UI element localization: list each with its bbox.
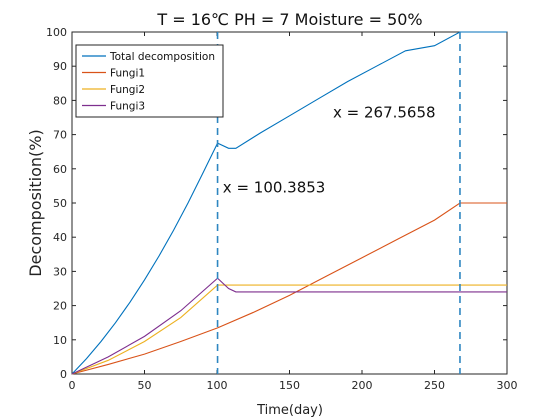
y-tick-label: 10: [53, 334, 67, 347]
legend-label: Fungi1: [110, 68, 145, 80]
annotation-2: x = 267.5658: [333, 104, 436, 122]
x-tick-label: 200: [352, 379, 373, 392]
series-line-3: [71, 284, 507, 375]
y-tick-label: 80: [53, 94, 67, 107]
series-line-4: [71, 277, 507, 375]
chart-title: T = 16℃ PH = 7 Moisture = 50%: [156, 10, 422, 29]
y-tick-label: 30: [53, 265, 67, 278]
y-tick-label: 70: [53, 129, 67, 142]
y-tick-label: 90: [53, 60, 67, 73]
x-tick-label: 50: [138, 379, 152, 392]
plot-area: 0 50 100 150 200 250 300 0 10 20 30 40 50 60 70 80 90 100…: [46, 26, 518, 392]
x-tick-label: 250: [424, 379, 445, 392]
y-tick-label: 60: [53, 163, 67, 176]
y-tick-label: 50: [53, 197, 67, 210]
legend-label: Fungi3: [110, 101, 145, 113]
y-tick-label: 20: [53, 300, 67, 313]
series-line-1: [71, 31, 507, 375]
legend: Total decomposition Fungi1 Fungi2 Fungi3: [75, 44, 224, 118]
legend-label: Fungi2: [110, 84, 145, 96]
series-line-2: [71, 202, 507, 375]
x-tick-label: 0: [69, 379, 76, 392]
y-tick-label: 0: [60, 368, 67, 381]
legend-label: Total decomposition: [109, 51, 215, 63]
x-tick-label: 300: [497, 379, 518, 392]
x-tick-label: 150: [279, 379, 300, 392]
annotation-1: x = 100.3853: [223, 179, 326, 197]
x-axis-label: Time(day): [256, 403, 323, 418]
y-axis-label: Decomposition(%): [26, 129, 45, 276]
y-tick-label: 100: [46, 26, 67, 39]
x-tick-label: 100: [207, 379, 228, 392]
y-tick-label: 40: [53, 231, 67, 244]
